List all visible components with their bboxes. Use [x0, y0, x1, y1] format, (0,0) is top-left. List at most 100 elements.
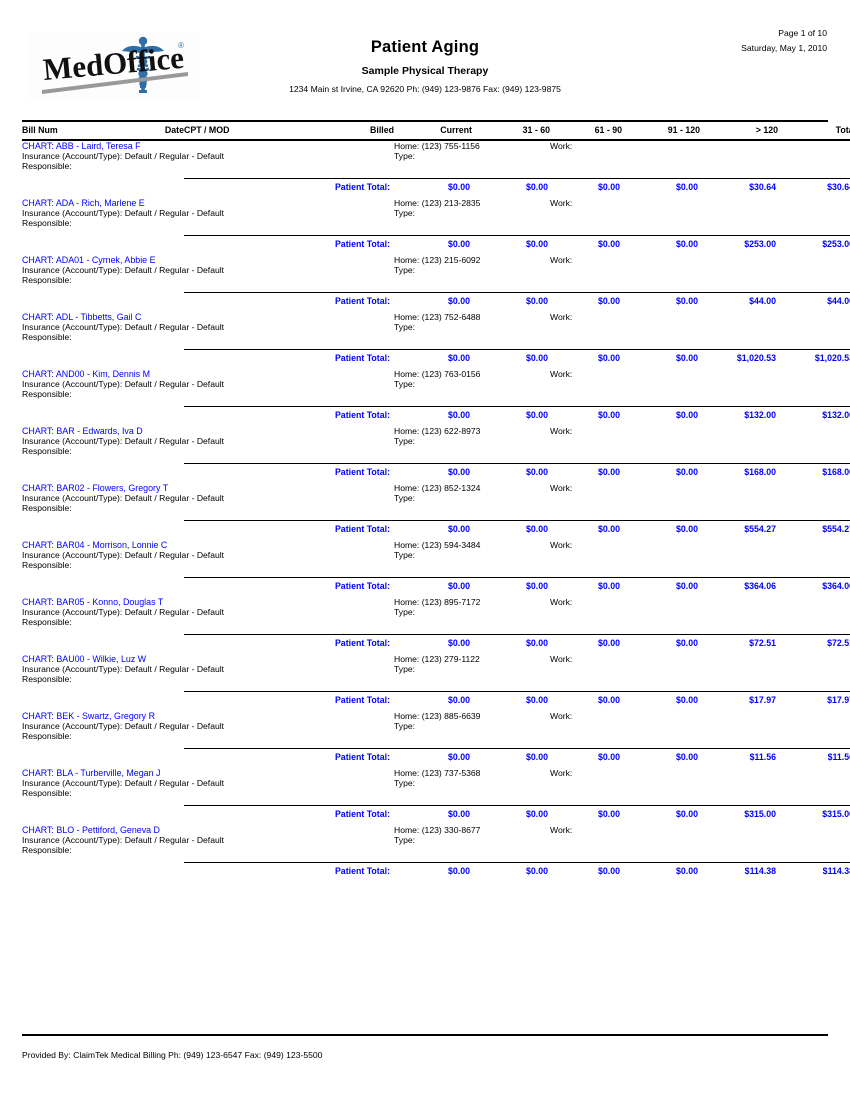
patient-insurance: Insurance (Account/Type): Default / Regu… [22, 322, 225, 332]
separator-segment [550, 171, 622, 179]
separator-segment [778, 741, 850, 749]
patient-chart-label[interactable]: CHART: AND00 - Kim, Dennis M [22, 369, 151, 379]
total-separator-row [22, 342, 850, 350]
patient-insurance: Insurance (Account/Type): Default / Regu… [22, 379, 225, 389]
patient-total-row: Patient Total: $0.00 $0.00 $0.00 $0.00 $17.97… [22, 692, 850, 712]
separator-segment [184, 342, 394, 350]
total-row-spacer [22, 236, 184, 256]
patient-total-91-120: $0.00 [675, 296, 698, 306]
separator-segment [184, 171, 394, 179]
total-separator-row [22, 627, 850, 635]
patient-responsible-row: Responsible: [22, 503, 850, 513]
patient-chart-label[interactable]: CHART: BAR - Edwards, Iva D [22, 426, 143, 436]
total-separator-row [22, 513, 850, 521]
patient-type: Type: [394, 721, 416, 731]
separator-segment [778, 570, 850, 578]
patient-chart-label[interactable]: CHART: BAR02 - Flowers, Gregory T [22, 483, 169, 493]
separator-segment [778, 399, 850, 407]
patient-responsible-row: Responsible: [22, 446, 850, 456]
patient-insurance-row: Insurance (Account/Type): Default / Regu… [22, 778, 850, 788]
patient-chart-label[interactable]: CHART: BLA - Turberville, Megan J [22, 768, 161, 778]
patient-total-31-60: $0.00 [525, 182, 548, 192]
patient-row-filler [550, 322, 850, 332]
patient-row-filler [394, 161, 850, 171]
report-header: MedOffice ® Patient Aging Sample Physica… [0, 0, 850, 112]
total-separator-row [22, 855, 850, 863]
patient-row-filler [394, 446, 850, 456]
separator-segment [778, 456, 850, 464]
patient-home-phone: Home: (123) 763-0156 [394, 369, 481, 379]
footer-divider [22, 1034, 828, 1036]
patient-chart-label[interactable]: CHART: BEK - Swartz, Gregory R [22, 711, 155, 721]
patient-work-phone: Work: [550, 597, 573, 607]
patient-chart-label[interactable]: CHART: ADA01 - Cyrnek, Abbie E [22, 255, 156, 265]
separator-segment [550, 570, 622, 578]
patient-block: CHART: AND00 - Kim, Dennis M Home: (123) … [22, 369, 850, 379]
patient-type: Type: [394, 550, 416, 560]
patient-total-31-60: $0.00 [525, 809, 548, 819]
separator-segment [700, 855, 778, 863]
column-header-cpt-mod: CPT / MOD [184, 124, 306, 141]
separator-segment [184, 855, 394, 863]
separator-spacer [22, 513, 184, 521]
patient-work-phone: Work: [550, 483, 573, 493]
separator-segment [184, 399, 394, 407]
total-separator-row [22, 741, 850, 749]
separator-segment [394, 798, 472, 806]
patient-chart-label[interactable]: CHART: BAR04 - Morrison, Lonnie C [22, 540, 168, 550]
separator-segment [394, 456, 472, 464]
patient-total-label: Patient Total: [334, 809, 390, 819]
column-header-total: Total [778, 124, 850, 141]
patient-total-current: $0.00 [447, 809, 470, 819]
patient-chart-label[interactable]: CHART: ADL - Tibbetts, Gail C [22, 312, 142, 322]
total-row-spacer [22, 350, 184, 370]
patient-responsible-row: Responsible: [22, 389, 850, 399]
patient-type: Type: [394, 265, 416, 275]
patient-insurance-row: Insurance (Account/Type): Default / Regu… [22, 208, 850, 218]
patient-total-label: Patient Total: [334, 410, 390, 420]
patient-insurance-row: Insurance (Account/Type): Default / Regu… [22, 607, 850, 617]
patient-total-61-90: $0.00 [597, 410, 620, 420]
separator-segment [700, 798, 778, 806]
patient-chart-label[interactable]: CHART: ABB - Laird, Teresa F [22, 141, 141, 151]
patient-row-filler [394, 332, 850, 342]
separator-segment [472, 855, 550, 863]
separator-segment [700, 285, 778, 293]
patient-total-current: $0.00 [447, 866, 470, 876]
total-row-spacer [22, 179, 184, 199]
patient-total-31-60: $0.00 [525, 866, 548, 876]
patient-total-61-90: $0.00 [597, 524, 620, 534]
separator-segment [622, 855, 700, 863]
patient-row-filler [394, 218, 850, 228]
separator-segment [472, 627, 550, 635]
patient-insurance: Insurance (Account/Type): Default / Regu… [22, 721, 225, 731]
patient-total-over-120: $114.38 [744, 866, 776, 876]
patient-total-row: Patient Total: $0.00 $0.00 $0.00 $0.00 $554.2… [22, 521, 850, 541]
patient-row-filler [550, 607, 850, 617]
patient-total-current: $0.00 [447, 410, 470, 420]
separator-segment [394, 285, 472, 293]
patient-chart-label[interactable]: CHART: ADA - Rich, Marlene E [22, 198, 145, 208]
patient-total-total: $168.00 [822, 467, 850, 477]
patient-block: CHART: BAR04 - Morrison, Lonnie C Home: (… [22, 540, 850, 550]
patient-total-current: $0.00 [447, 467, 470, 477]
total-row-spacer [22, 806, 184, 826]
separator-segment [394, 228, 472, 236]
patient-chart-label[interactable]: CHART: BLO - Pettiford, Geneva D [22, 825, 160, 835]
separator-segment [472, 456, 550, 464]
patient-total-label: Patient Total: [334, 353, 390, 363]
patient-chart-label[interactable]: CHART: BAU00 - Wilkie, Luz W [22, 654, 147, 664]
patient-insurance-row: Insurance (Account/Type): Default / Regu… [22, 151, 850, 161]
patient-responsible-row: Responsible: [22, 218, 850, 228]
patient-home-phone: Home: (123) 755-1156 [394, 141, 480, 151]
column-header-current: Current [394, 124, 472, 141]
separator-segment [778, 627, 850, 635]
patient-responsible-row: Responsible: [22, 674, 850, 684]
patient-block: CHART: BAR - Edwards, Iva D Home: (123) 6… [22, 426, 850, 436]
patient-block: CHART: BAU00 - Wilkie, Luz W Home: (123) … [22, 654, 850, 664]
patient-chart-label[interactable]: CHART: BAR05 - Konno, Douglas T [22, 597, 164, 607]
page-number: Page 1 of 10 [778, 28, 827, 38]
total-row-spacer [22, 749, 184, 769]
patient-row-filler [394, 560, 850, 570]
